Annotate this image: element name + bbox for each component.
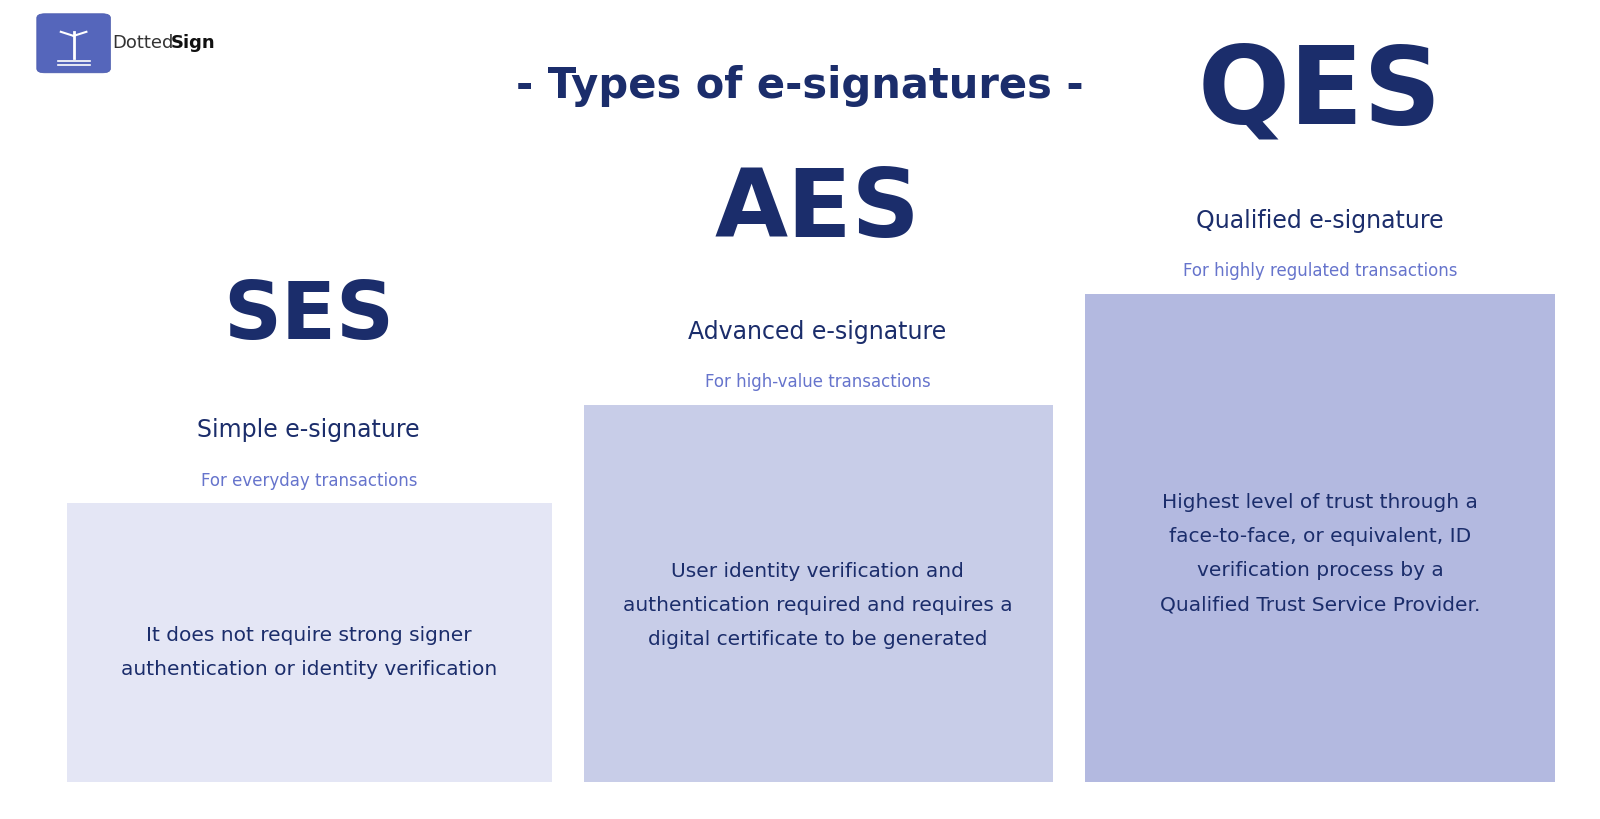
FancyBboxPatch shape	[67, 504, 552, 782]
Text: AES: AES	[715, 165, 920, 257]
Text: For high-value transactions: For high-value transactions	[704, 373, 931, 391]
Text: User identity verification and
authentication required and requires a
digital ce: User identity verification and authentic…	[622, 562, 1013, 649]
Text: Simple e-signature: Simple e-signature	[197, 418, 421, 441]
Text: QES: QES	[1198, 41, 1442, 147]
Text: Highest level of trust through a
face-to-face, or equivalent, ID
verification pr: Highest level of trust through a face-to…	[1160, 493, 1480, 613]
Text: Advanced e-signature: Advanced e-signature	[688, 319, 947, 343]
FancyBboxPatch shape	[37, 15, 110, 74]
Text: For highly regulated transactions: For highly regulated transactions	[1182, 262, 1458, 280]
Text: Dotted: Dotted	[112, 34, 173, 52]
FancyBboxPatch shape	[1085, 295, 1555, 782]
Text: Sign: Sign	[171, 34, 216, 52]
FancyBboxPatch shape	[584, 405, 1053, 782]
Text: - Types of e-signatures -: - Types of e-signatures -	[517, 65, 1083, 107]
Text: SES: SES	[224, 278, 394, 355]
Text: It does not require strong signer
authentication or identity verification: It does not require strong signer authen…	[120, 625, 498, 678]
Text: Qualified e-signature: Qualified e-signature	[1197, 209, 1443, 233]
Text: For everyday transactions: For everyday transactions	[200, 471, 418, 489]
